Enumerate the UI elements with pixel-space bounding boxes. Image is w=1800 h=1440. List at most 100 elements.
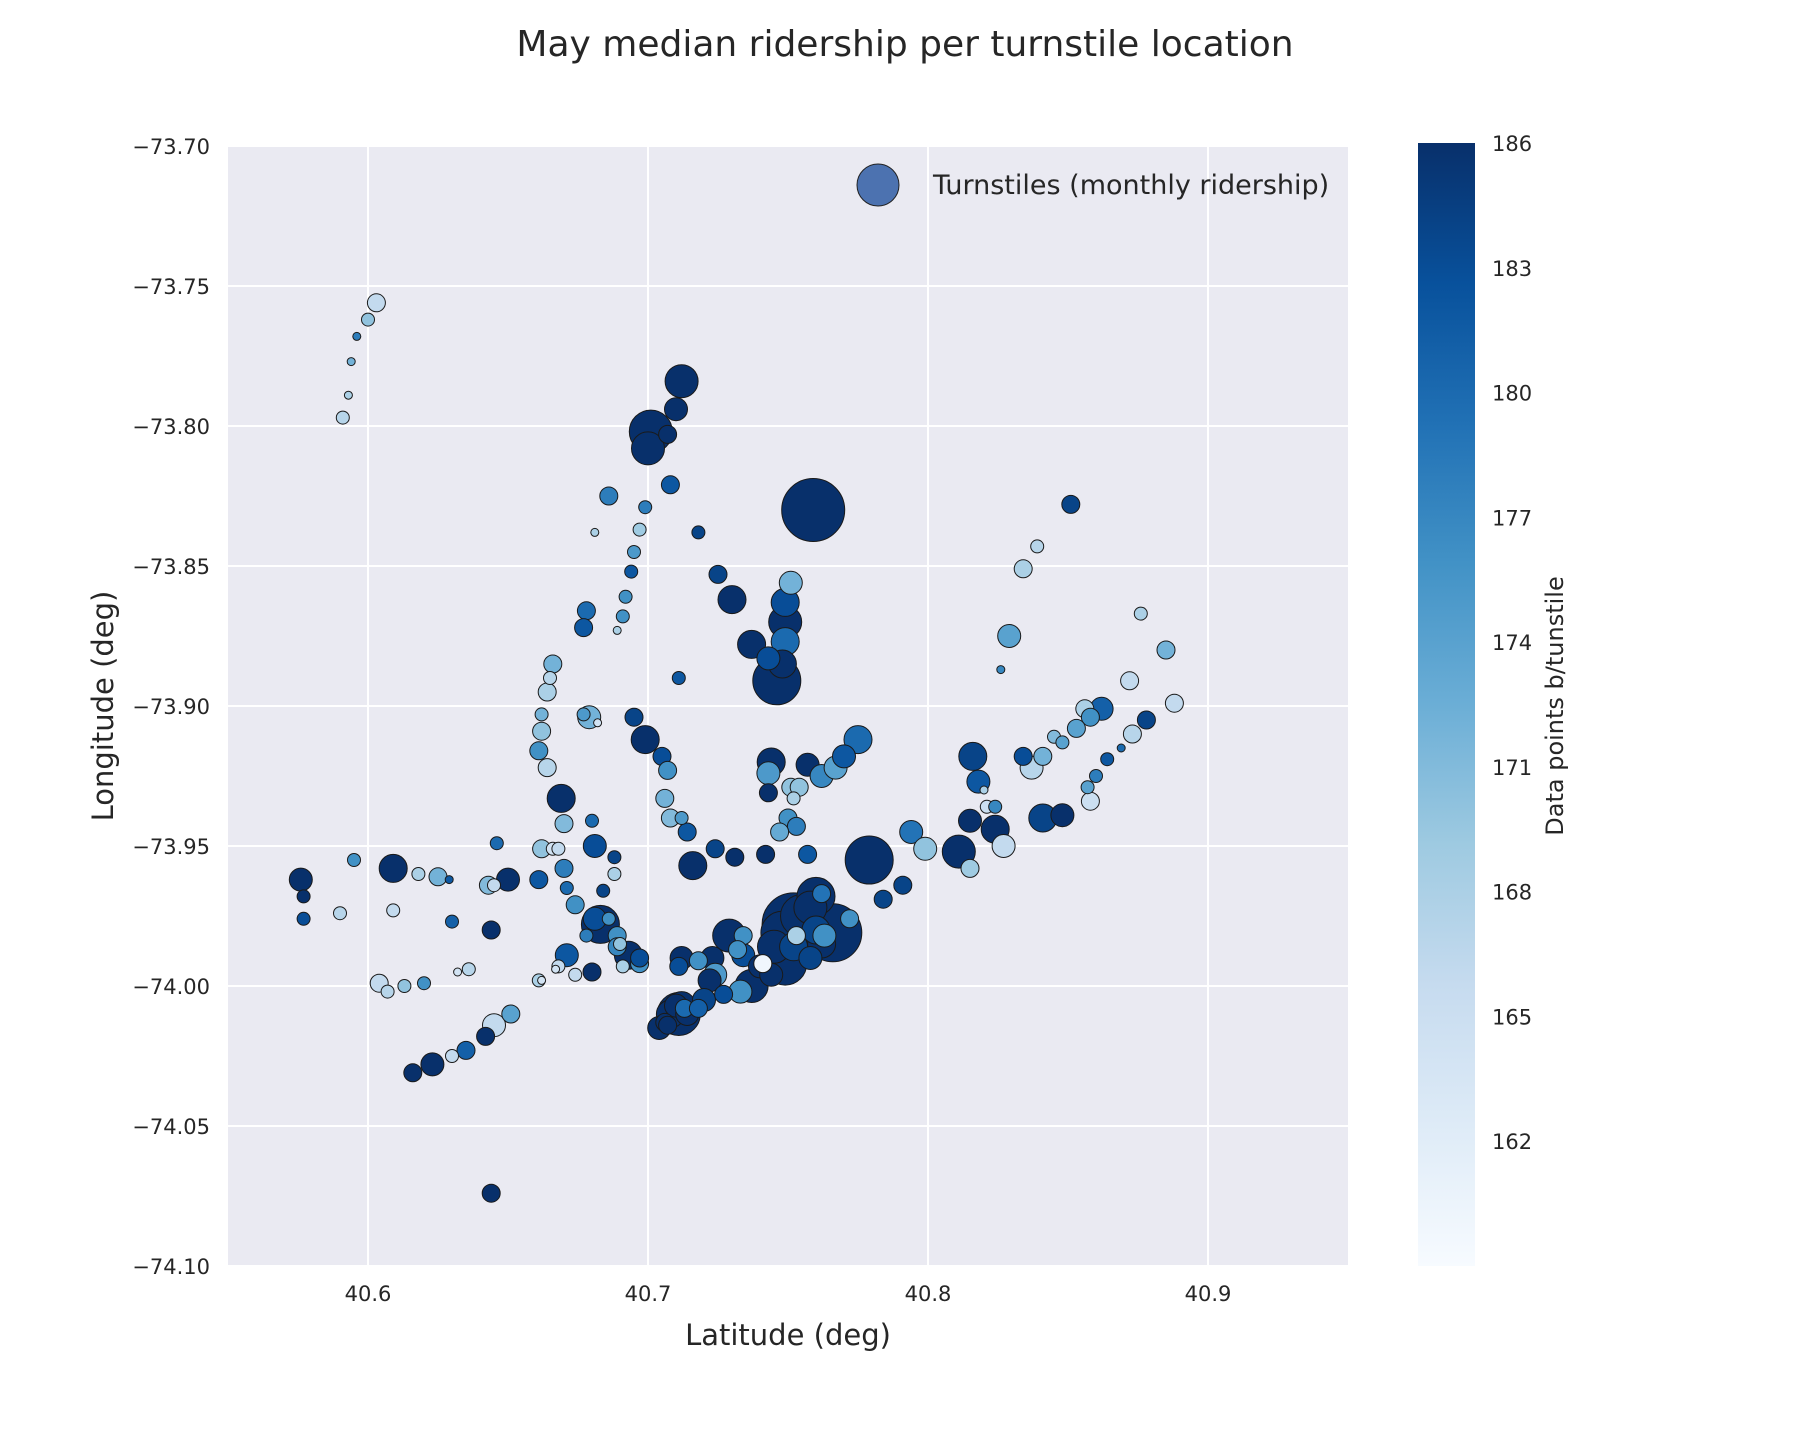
y-tick-label: −73.85 xyxy=(132,555,210,579)
turnstile-point xyxy=(1061,494,1081,514)
turnstile-point xyxy=(756,844,776,864)
turnstile-point xyxy=(613,937,627,951)
x-tick-labels: 40.6 40.7 40.8 40.9 xyxy=(345,1282,1232,1306)
grid-lines xyxy=(228,145,1348,1267)
turnstile-point xyxy=(456,1040,476,1060)
turnstile-point xyxy=(691,525,706,540)
turnstile-point xyxy=(346,357,356,367)
colorbar-tick-labels: 162 165 168 171 174 177 180 183 186 xyxy=(1492,132,1532,1154)
turnstile-point xyxy=(554,858,574,878)
turnstile-point xyxy=(378,853,408,883)
y-tick-labels: −73.70 −73.75 −73.80 −73.85 −73.90 −73.95 −74.… xyxy=(132,135,210,1279)
x-tick-label: 40.8 xyxy=(905,1282,952,1306)
turnstile-point xyxy=(296,889,311,904)
chart-title: May median ridership per turnstile locat… xyxy=(516,24,1293,65)
turnstile-point xyxy=(607,867,622,881)
turnstile-point xyxy=(658,424,678,444)
turnstile-point xyxy=(988,799,1003,814)
turnstile-point xyxy=(445,1049,459,1063)
turnstile-point xyxy=(551,964,561,974)
turnstile-point xyxy=(333,906,347,921)
turnstile-point xyxy=(632,522,647,537)
turnstile-point xyxy=(631,431,665,466)
turnstile-point xyxy=(411,867,426,881)
turnstile-point xyxy=(717,585,747,615)
colorbar-tick-label: 171 xyxy=(1492,756,1532,780)
turnstile-point xyxy=(1089,769,1103,783)
turnstile-point xyxy=(758,783,778,803)
turnstile-point xyxy=(543,671,557,685)
turnstile-point xyxy=(537,758,557,778)
turnstile-point xyxy=(786,791,801,806)
x-tick-label: 40.6 xyxy=(345,1282,392,1306)
turnstile-point xyxy=(481,1183,501,1203)
turnstile-point xyxy=(753,954,773,974)
turnstile-point xyxy=(1033,746,1053,766)
y-tick-label: −73.75 xyxy=(132,275,210,299)
turnstile-point xyxy=(551,841,566,856)
turnstile-point xyxy=(288,867,313,892)
turnstile-point xyxy=(958,808,982,833)
turnstile-point xyxy=(417,976,431,991)
turnstile-point xyxy=(487,878,501,893)
turnstile-point xyxy=(624,707,644,727)
turnstile-point xyxy=(1050,803,1075,828)
turnstile-point xyxy=(420,1052,445,1077)
turnstile-point xyxy=(1116,743,1126,753)
y-tick-label: −74.10 xyxy=(132,1255,210,1279)
turnstile-point xyxy=(1066,718,1086,738)
turnstile-point xyxy=(537,682,557,702)
colorbar-tick-label: 165 xyxy=(1492,1005,1532,1029)
turnstile-point xyxy=(532,721,552,741)
turnstile-point xyxy=(996,665,1006,675)
turnstile-point xyxy=(576,601,596,621)
turnstile-point xyxy=(347,853,361,867)
turnstile-point xyxy=(585,813,599,828)
colorbar-tick-label: 162 xyxy=(1492,1130,1532,1154)
turnstile-point xyxy=(688,951,708,971)
colorbar: 162 165 168 171 174 177 180 183 186 Data points … xyxy=(1418,132,1569,1266)
turnstile-point xyxy=(1013,559,1033,579)
colorbar-tick-label: 174 xyxy=(1492,631,1532,655)
turnstile-point xyxy=(674,811,689,825)
turnstile-point xyxy=(737,629,767,659)
turnstile-point xyxy=(840,909,860,929)
turnstile-point xyxy=(655,788,675,808)
turnstile-point xyxy=(501,1004,521,1024)
turnstile-point xyxy=(991,834,1016,858)
colorbar-tick-label: 183 xyxy=(1492,257,1532,281)
turnstile-point xyxy=(778,570,803,595)
legend: Turnstiles (monthly ridership) xyxy=(856,163,1329,207)
turnstile-point xyxy=(1080,780,1095,795)
turnstile-point xyxy=(343,390,353,400)
turnstile-point xyxy=(380,984,395,999)
turnstile-point xyxy=(554,814,574,834)
turnstile-point xyxy=(812,923,837,948)
turnstile-point xyxy=(786,926,806,946)
turnstile-point xyxy=(630,725,660,755)
turnstile-point xyxy=(1120,671,1140,691)
turnstile-point xyxy=(618,589,633,604)
turnstile-point xyxy=(1013,746,1033,766)
y-tick-label: −73.80 xyxy=(132,415,210,439)
turnstile-point xyxy=(624,564,639,579)
turnstile-point xyxy=(725,847,745,867)
turnstile-point xyxy=(1100,752,1115,767)
turnstile-point xyxy=(671,671,686,685)
turnstile-point xyxy=(601,911,616,926)
y-tick-label: −74.00 xyxy=(132,975,210,999)
turnstile-point xyxy=(708,564,728,584)
y-tick-label: −74.05 xyxy=(132,1115,210,1139)
turnstile-point xyxy=(832,744,856,769)
turnstile-point xyxy=(756,761,781,786)
turnstile-point xyxy=(1164,693,1184,713)
turnstile-point xyxy=(615,959,630,974)
turnstile-point xyxy=(913,836,938,861)
turnstile-point xyxy=(615,609,630,624)
turnstile-point xyxy=(705,839,725,859)
turnstile-point xyxy=(660,475,680,495)
turnstile-point xyxy=(445,914,459,929)
turnstile-point xyxy=(444,875,454,885)
turnstile-point xyxy=(476,1026,496,1046)
